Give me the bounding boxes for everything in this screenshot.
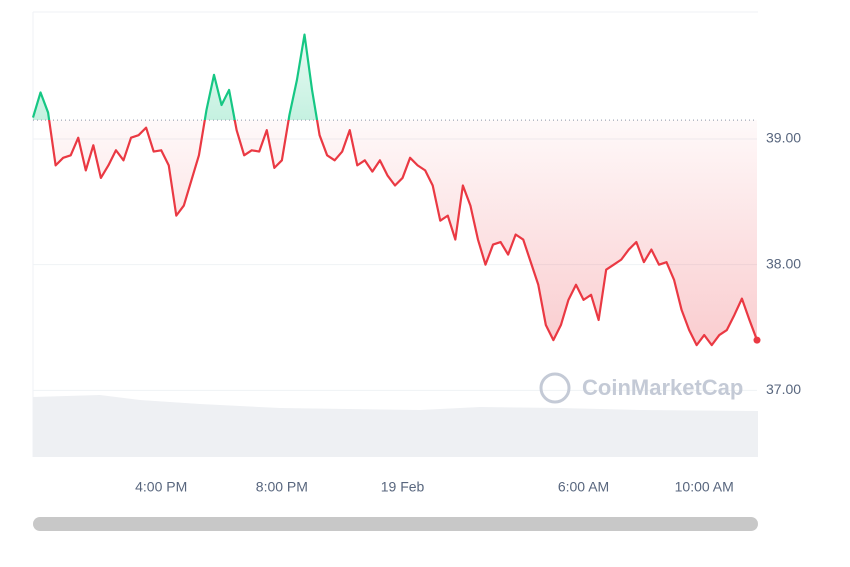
x-tick-label: 8:00 PM	[256, 479, 308, 495]
scrollbar[interactable]	[33, 517, 758, 531]
x-tick-label: 10:00 AM	[675, 479, 734, 495]
last-price-dot	[753, 336, 761, 344]
watermark: CoinMarketCap	[582, 375, 743, 400]
price-line	[31, 33, 759, 347]
watermark-logo	[539, 372, 571, 404]
y-tick-label: 37.00	[766, 381, 801, 397]
y-tick-label: 38.00	[766, 255, 801, 271]
volume-area	[33, 395, 758, 457]
x-tick-label: 19 Feb	[381, 479, 425, 495]
y-tick-label: 39.00	[766, 130, 801, 146]
x-tick-label: 4:00 PM	[135, 479, 187, 495]
area-fill	[33, 34, 757, 346]
x-tick-label: 6:00 AM	[558, 479, 609, 495]
